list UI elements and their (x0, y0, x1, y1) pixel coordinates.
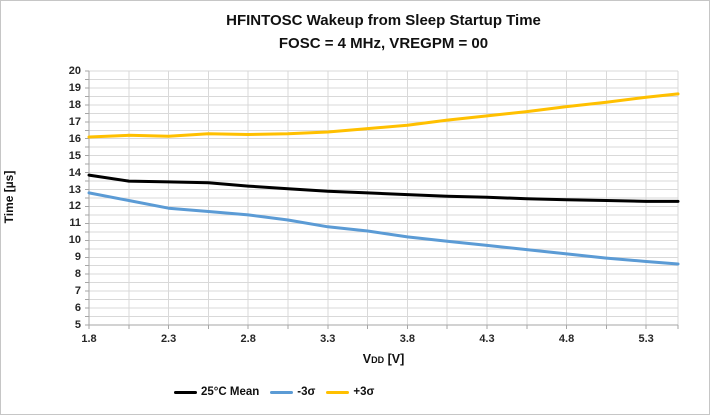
x-tick-label: 2.8 (240, 333, 256, 345)
x-axis-title: VDD [V] (89, 352, 678, 366)
plot-area (85, 70, 680, 329)
y-tick-label: 10 (68, 234, 81, 247)
x-tick-label: 4.3 (479, 333, 495, 345)
legend-item-25c-mean: 25°C Mean (174, 386, 259, 398)
y-tick-label: 5 (74, 319, 81, 331)
y-tick-label: 19 (68, 81, 81, 94)
y-tick-label: 20 (68, 65, 81, 77)
chart-title: HFINTOSC Wakeup from Sleep Startup Time (226, 12, 541, 29)
x-axis-title-main: V (362, 352, 372, 366)
legend-label-25c-mean: 25°C Mean (201, 386, 260, 398)
y-tick-label: 12 (68, 200, 81, 213)
legend-item-plus-3-sigma: +3σ (326, 386, 374, 398)
x-axis-title-unit: [V] (384, 352, 405, 366)
y-tick-label: 17 (68, 115, 81, 128)
y-tick-label: 7 (74, 285, 81, 298)
chart-title-block: HFINTOSC Wakeup from Sleep Startup Time … (89, 9, 678, 55)
y-tick-label: 18 (68, 98, 81, 111)
y-tick-label: 8 (74, 268, 81, 281)
legend-item-minus-3-sigma: -3σ (270, 386, 315, 398)
y-tick-label: 16 (68, 132, 81, 145)
y-tick-label: 15 (68, 149, 81, 162)
y-tick-label: 9 (74, 251, 81, 264)
x-tick-label: 5.3 (638, 333, 654, 345)
plot-canvas (85, 70, 680, 329)
legend-line-swatch-mean (174, 390, 197, 394)
legend-line-swatch-minus-3-sigma (270, 390, 294, 394)
x-tick-label: 1.8 (81, 333, 97, 345)
y-tick-label: 6 (74, 302, 81, 315)
y-axis-title: Time [µs] (2, 170, 16, 224)
x-tick-label: 4.8 (558, 333, 575, 345)
y-tick-label: 14 (68, 166, 81, 179)
x-tick-label: 2.3 (160, 333, 177, 345)
y-tick-label: 11 (69, 217, 81, 230)
legend: 25°C Mean -3σ +3σ (174, 383, 374, 401)
x-axis-title-subscript: DD (371, 355, 385, 365)
y-tick-label: 13 (68, 183, 81, 196)
legend-label-plus-3-sigma: +3σ (353, 386, 375, 398)
x-tick-label: 3.3 (320, 333, 336, 345)
x-tick-label: 3.8 (399, 333, 416, 345)
chart-subtitle: FOSC = 4 MHz, VREGPM = 00 (278, 35, 489, 52)
legend-label-minus-3-sigma: -3σ (297, 386, 316, 398)
legend-line-swatch-plus-3-sigma (326, 390, 350, 394)
